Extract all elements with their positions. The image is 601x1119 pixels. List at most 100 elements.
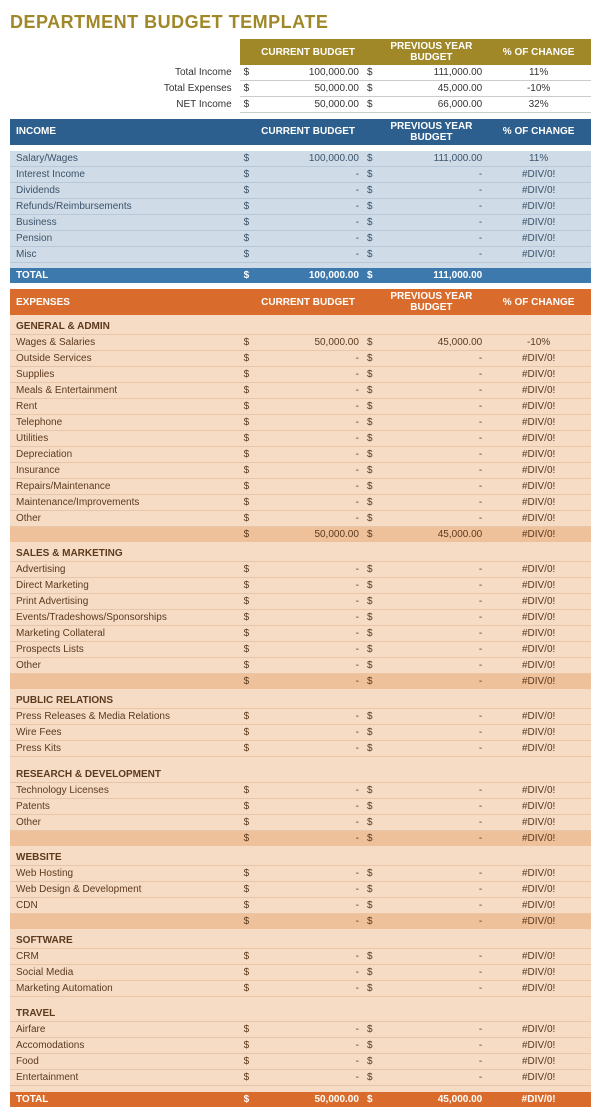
income-row-label: Business (10, 214, 240, 230)
expense-current: - (253, 782, 363, 798)
income-previous: - (377, 182, 487, 198)
dollar-sign: $ (363, 814, 377, 830)
dollar-sign: $ (240, 351, 254, 367)
dollar-sign: $ (240, 511, 254, 527)
expense-change: #DIV/0! (486, 495, 591, 511)
expense-row-label: Social Media (10, 964, 240, 980)
expense-change: #DIV/0! (486, 782, 591, 798)
income-row-label: Dividends (10, 182, 240, 198)
expense-change: #DIV/0! (486, 463, 591, 479)
expense-row-label: Wire Fees (10, 725, 240, 741)
dollar-sign: $ (240, 1070, 254, 1086)
expense-row-label: Print Advertising (10, 594, 240, 610)
expense-change: #DIV/0! (486, 431, 591, 447)
expense-previous: - (377, 725, 487, 741)
income-row-label: Misc (10, 246, 240, 262)
income-previous: - (377, 166, 487, 182)
header-previous: PREVIOUS YEAR BUDGET (377, 119, 487, 145)
budget-table: CURRENT BUDGETPREVIOUS YEAR BUDGET% OF C… (10, 39, 591, 1107)
expense-row-label: CDN (10, 897, 240, 913)
summary-change: -10% (486, 81, 591, 97)
dollar-sign: $ (240, 447, 254, 463)
expense-row-label: Marketing Collateral (10, 626, 240, 642)
expense-current: - (253, 511, 363, 527)
expense-previous: - (377, 415, 487, 431)
expense-current: - (253, 479, 363, 495)
dollar-sign: $ (363, 447, 377, 463)
dollar-sign: $ (363, 830, 377, 846)
income-change: #DIV/0! (486, 246, 591, 262)
dollar-sign: $ (240, 1022, 254, 1038)
dollar-sign: $ (363, 230, 377, 246)
expense-previous: - (377, 447, 487, 463)
expense-change: #DIV/0! (486, 511, 591, 527)
income-total-label: TOTAL (10, 268, 240, 283)
income-previous: - (377, 198, 487, 214)
dollar-sign: $ (363, 415, 377, 431)
dollar-sign: $ (240, 610, 254, 626)
expenses-header: EXPENSES (10, 289, 240, 315)
dollar-sign: $ (240, 709, 254, 725)
expense-total-current: 50,000.00 (253, 1092, 363, 1107)
expense-row-label: Marketing Automation (10, 980, 240, 996)
header-previous: PREVIOUS YEAR BUDGET (377, 289, 487, 315)
expense-current: - (253, 495, 363, 511)
dollar-sign: $ (240, 865, 254, 881)
expense-category: SOFTWARE (10, 929, 240, 949)
expense-current: - (253, 642, 363, 658)
expense-row-label: Telephone (10, 415, 240, 431)
dollar-sign: $ (240, 479, 254, 495)
dollar-sign: $ (363, 81, 377, 97)
summary-change: 32% (486, 97, 591, 113)
dollar-sign: $ (363, 431, 377, 447)
expense-change: #DIV/0! (486, 626, 591, 642)
subtotal-change: #DIV/0! (486, 830, 591, 846)
summary-previous: 45,000.00 (377, 81, 487, 97)
expense-previous: - (377, 1054, 487, 1070)
expense-category: GENERAL & ADMIN (10, 315, 240, 335)
expense-previous: - (377, 578, 487, 594)
expense-previous: 45,000.00 (377, 335, 487, 351)
dollar-sign: $ (240, 626, 254, 642)
expense-current: - (253, 814, 363, 830)
expense-current: - (253, 798, 363, 814)
expense-current: - (253, 1054, 363, 1070)
expense-previous: - (377, 351, 487, 367)
income-current: - (253, 182, 363, 198)
expense-row-label: Patents (10, 798, 240, 814)
income-total-change (486, 268, 591, 283)
subtotal-previous: - (377, 830, 487, 846)
dollar-sign: $ (363, 913, 377, 929)
dollar-sign: $ (363, 1054, 377, 1070)
expense-previous: - (377, 948, 487, 964)
expense-previous: - (377, 897, 487, 913)
expense-row-label: Other (10, 814, 240, 830)
expense-current: - (253, 948, 363, 964)
dollar-sign: $ (363, 741, 377, 757)
dollar-sign: $ (240, 268, 254, 283)
expense-change: #DIV/0! (486, 351, 591, 367)
expense-current: - (253, 447, 363, 463)
dollar-sign: $ (240, 798, 254, 814)
dollar-sign: $ (363, 626, 377, 642)
expense-row-label: Insurance (10, 463, 240, 479)
expense-previous: - (377, 798, 487, 814)
income-current: - (253, 214, 363, 230)
income-row-label: Refunds/Reimbursements (10, 198, 240, 214)
expense-row-label: Events/Tradeshows/Sponsorships (10, 610, 240, 626)
expense-current: - (253, 431, 363, 447)
dollar-sign: $ (363, 214, 377, 230)
income-previous: - (377, 246, 487, 262)
expense-row-label: Food (10, 1054, 240, 1070)
expense-previous: - (377, 463, 487, 479)
summary-label: NET Income (10, 97, 240, 113)
expense-change: #DIV/0! (486, 897, 591, 913)
dollar-sign: $ (240, 725, 254, 741)
subtotal-current: 50,000.00 (253, 527, 363, 543)
expense-previous: - (377, 367, 487, 383)
dollar-sign: $ (363, 782, 377, 798)
dollar-sign: $ (240, 881, 254, 897)
dollar-sign: $ (363, 351, 377, 367)
expense-previous: - (377, 562, 487, 578)
income-change: #DIV/0! (486, 198, 591, 214)
